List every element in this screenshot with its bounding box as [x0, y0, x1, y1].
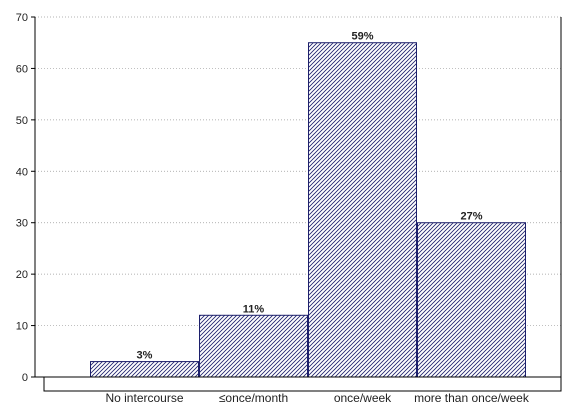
- y-tick-label: 10: [16, 321, 28, 333]
- y-tick-label: 30: [16, 218, 28, 230]
- category-axis-box: [43, 377, 562, 392]
- bar-1: [199, 314, 308, 378]
- bar-0: [90, 361, 199, 378]
- data-label: 11%: [243, 303, 265, 315]
- y-tick-label: 70: [16, 12, 28, 24]
- data-label: 27%: [460, 211, 482, 223]
- axes: [31, 16, 562, 392]
- data-label: 3%: [137, 350, 153, 362]
- y-tick-label: 40: [16, 166, 28, 178]
- y-tick-label: 0: [22, 372, 28, 384]
- y-tick-label: 50: [16, 115, 28, 127]
- y-tick-label: 20: [16, 269, 28, 281]
- bar-3: [417, 222, 526, 378]
- category-label: once/week: [334, 391, 392, 405]
- category-label: No intercourse: [105, 391, 183, 405]
- data-label: 59%: [351, 31, 373, 43]
- bar-2: [308, 42, 417, 378]
- bars: [90, 42, 526, 378]
- category-label: more than once/week: [414, 391, 530, 405]
- labels: 0 10 20 30 40 50 60 70 3% No intercourse 11% ≤once/…: [16, 12, 530, 405]
- y-tick-label: 60: [16, 63, 28, 75]
- category-label: ≤once/month: [219, 391, 288, 405]
